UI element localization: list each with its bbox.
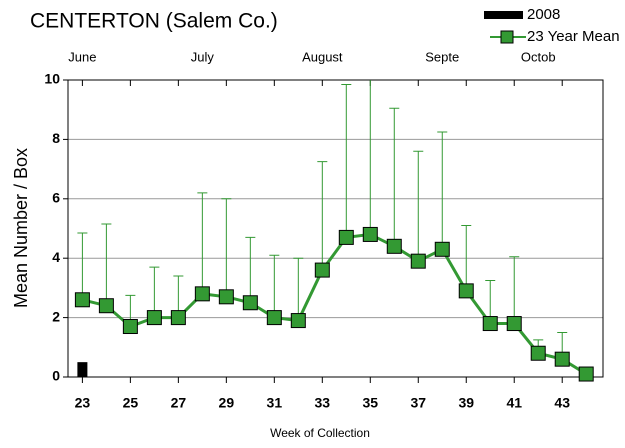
error-bar bbox=[317, 161, 328, 271]
marker bbox=[218, 289, 234, 305]
x-tick-label: 31 bbox=[267, 395, 283, 411]
marker bbox=[98, 298, 114, 314]
marker bbox=[314, 262, 330, 278]
plot-frame bbox=[67, 79, 604, 378]
marker bbox=[146, 310, 162, 326]
error-bar bbox=[221, 198, 232, 297]
x-tick-label: 41 bbox=[506, 395, 522, 411]
x-tick-label: 35 bbox=[362, 395, 378, 411]
marker bbox=[434, 241, 450, 257]
marker bbox=[410, 253, 426, 269]
x-tick-label: 37 bbox=[410, 395, 426, 411]
y-tick-label: 0 bbox=[52, 368, 60, 384]
y-axis-label: Mean Number / Box bbox=[11, 148, 31, 308]
x-tick-label: 29 bbox=[219, 395, 235, 411]
marker bbox=[458, 283, 474, 299]
error-bar bbox=[149, 266, 160, 318]
error-bar bbox=[461, 225, 472, 291]
marker bbox=[170, 310, 186, 326]
line bbox=[82, 232, 587, 376]
y-tick-label: 8 bbox=[52, 130, 60, 146]
month-label: Octob bbox=[521, 49, 556, 64]
error-bar bbox=[245, 236, 256, 303]
marker bbox=[554, 351, 570, 367]
x-axis-label: Week of Collection bbox=[270, 426, 370, 440]
marker bbox=[242, 295, 258, 311]
month-label: August bbox=[302, 49, 343, 64]
marker bbox=[578, 366, 594, 382]
error-bar bbox=[369, 80, 371, 235]
marker bbox=[386, 238, 402, 254]
error-bar bbox=[101, 223, 112, 306]
error-bar bbox=[509, 256, 520, 324]
legend-marker bbox=[500, 30, 514, 44]
error-bar bbox=[77, 232, 88, 300]
month-label: July bbox=[191, 49, 215, 64]
plot-area bbox=[77, 80, 587, 377]
y-tick-label: 10 bbox=[44, 71, 60, 87]
chart-title: CENTERTON (Salem Co.) bbox=[30, 10, 278, 33]
error-bar bbox=[197, 192, 208, 294]
month-label: June bbox=[68, 49, 96, 64]
marker bbox=[194, 286, 210, 302]
marker bbox=[74, 292, 90, 308]
error-bar bbox=[341, 83, 352, 238]
x-tick-label: 43 bbox=[554, 395, 570, 411]
marker bbox=[482, 316, 498, 332]
month-label: Septe bbox=[425, 49, 459, 64]
marker bbox=[506, 316, 522, 332]
error-bar bbox=[413, 150, 424, 262]
marker bbox=[266, 310, 282, 326]
x-tick-label: 33 bbox=[315, 395, 331, 411]
legend-label: 2008 bbox=[527, 6, 560, 23]
x-tick-label: 23 bbox=[75, 395, 91, 411]
error-bar bbox=[269, 254, 280, 318]
legend-label: 23 Year Mean bbox=[527, 28, 620, 45]
error-bar bbox=[389, 107, 400, 247]
marker bbox=[338, 229, 354, 245]
error-bar bbox=[293, 257, 304, 321]
bar bbox=[77, 362, 88, 377]
error-bar bbox=[437, 131, 448, 250]
legend-swatch bbox=[484, 11, 523, 19]
y-tick-label: 6 bbox=[52, 190, 60, 206]
marker bbox=[362, 226, 378, 242]
marker bbox=[122, 319, 138, 335]
y-tick-label: 2 bbox=[52, 308, 60, 324]
marker bbox=[530, 345, 546, 361]
x-tick-label: 25 bbox=[123, 395, 139, 411]
x-tick-label: 27 bbox=[171, 395, 187, 411]
marker bbox=[290, 313, 306, 329]
y-tick-label: 4 bbox=[52, 249, 60, 265]
x-tick-label: 39 bbox=[458, 395, 474, 411]
